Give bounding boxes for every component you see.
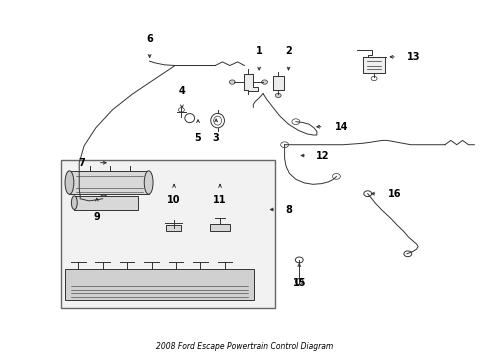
- FancyBboxPatch shape: [64, 269, 254, 300]
- Text: 13: 13: [406, 52, 420, 62]
- Bar: [210, 224, 229, 231]
- Text: 8: 8: [285, 204, 291, 215]
- Text: 6: 6: [146, 34, 153, 44]
- Text: 14: 14: [334, 122, 347, 132]
- Text: 1: 1: [255, 46, 262, 56]
- Bar: [166, 225, 181, 231]
- Polygon shape: [243, 74, 258, 91]
- Text: 3: 3: [212, 132, 219, 143]
- Text: 4: 4: [178, 86, 185, 96]
- Text: 11: 11: [213, 195, 226, 205]
- Circle shape: [261, 80, 267, 84]
- Bar: [61, 160, 274, 308]
- Text: 2: 2: [285, 46, 291, 56]
- Polygon shape: [272, 76, 283, 90]
- Text: 7: 7: [79, 158, 85, 168]
- Text: 5: 5: [194, 132, 201, 143]
- Text: 10: 10: [167, 195, 181, 205]
- Ellipse shape: [65, 171, 74, 194]
- FancyBboxPatch shape: [74, 196, 138, 210]
- Ellipse shape: [144, 171, 153, 194]
- Text: 12: 12: [315, 150, 329, 161]
- Text: 2008 Ford Escape Powertrain Control Diagram: 2008 Ford Escape Powertrain Control Diag…: [156, 342, 332, 351]
- Text: 9: 9: [93, 212, 100, 222]
- Polygon shape: [362, 57, 385, 73]
- Circle shape: [275, 93, 281, 98]
- Text: 15: 15: [292, 278, 305, 288]
- Circle shape: [229, 80, 235, 84]
- Ellipse shape: [71, 196, 77, 210]
- Text: 16: 16: [387, 189, 401, 199]
- FancyBboxPatch shape: [69, 171, 148, 194]
